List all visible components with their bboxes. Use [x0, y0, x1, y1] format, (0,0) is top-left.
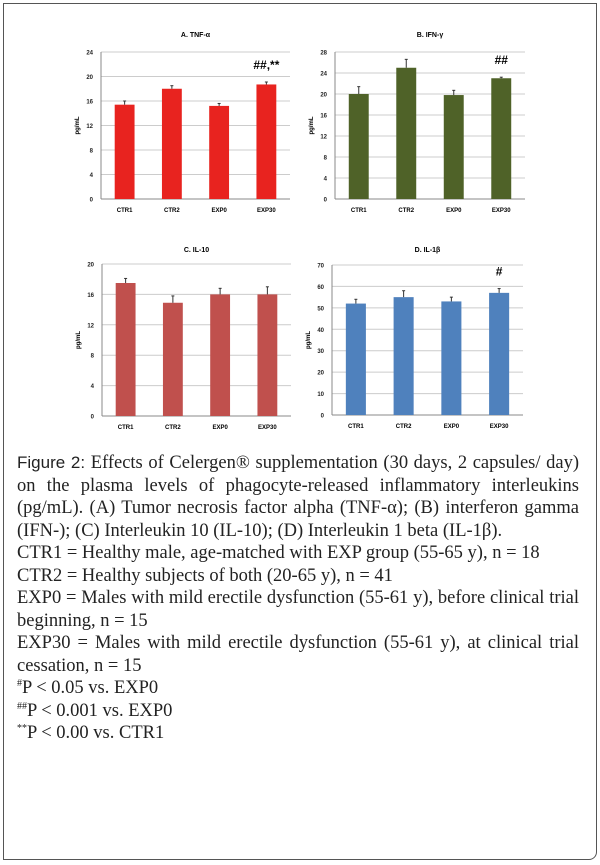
significance-label: ##,** [253, 58, 279, 72]
y-axis-label: pg/mL [75, 116, 81, 134]
x-tick-label: EXP30 [490, 424, 509, 430]
bar [489, 292, 510, 415]
x-tick-label: CTR1 [117, 208, 133, 214]
chart-d: D. IL-1β 0 10 20 30 40 50 60 70 pg/mL CTR1 CTR2 EXP0… [306, 247, 523, 430]
caption-label: Figure 2: [17, 453, 86, 472]
y-tick-label: 60 [317, 285, 324, 291]
bar [256, 84, 277, 199]
y-tick-label: 28 [320, 51, 327, 57]
caption-exp0: EXP0 = Males with mild erectile dysfunct… [17, 588, 579, 631]
x-tick-label: CTR1 [348, 424, 364, 430]
x-tick-label: CTR2 [396, 424, 412, 430]
bar [209, 105, 230, 199]
figure-caption: Figure 2: Effects of Celergen® supplemen… [17, 452, 579, 745]
y-tick-label: 16 [87, 293, 94, 299]
bar [396, 67, 417, 199]
bar [257, 294, 278, 416]
chart-a: A. TNF-α 0 4 8 12 16 20 24 pg/mL CTR1 CTR2 EXP0 EXP3… [75, 32, 290, 214]
x-tick-label: EXP30 [492, 208, 511, 214]
caption-ctr2: CTR2 = Healthy subjects of both (20-65 y… [17, 565, 393, 586]
chart-title: D. IL-1β [415, 247, 441, 254]
note-mark: # [17, 677, 22, 689]
y-axis-label: pg/mL [76, 331, 82, 349]
x-tick-label: CTR2 [398, 208, 414, 214]
y-tick-label: 50 [317, 306, 324, 312]
caption-note-3: **P < 0.00 vs. CTR1 [17, 722, 579, 745]
chart-b: B. IFN-γ 0 4 8 12 16 20 24 28 pg/mL CTR1 CTR2 EXP0 EX… [309, 32, 525, 214]
x-tick-label: CTR1 [351, 208, 367, 214]
bar [393, 297, 414, 415]
caption-note-1: #P < 0.05 vs. EXP0 [17, 677, 579, 700]
bar [161, 88, 182, 199]
y-tick-label: 10 [317, 392, 324, 398]
x-tick-label: EXP0 [446, 208, 462, 214]
caption-exp30: EXP30 = Males with mild erectile dysfunc… [17, 633, 579, 676]
y-tick-label: 0 [324, 198, 328, 204]
bar [210, 294, 231, 416]
note-mark: ## [17, 700, 27, 712]
y-tick-label: 24 [320, 72, 327, 78]
x-tick-label: CTR1 [118, 425, 134, 431]
y-tick-label: 40 [317, 328, 324, 334]
y-tick-label: 8 [90, 149, 94, 155]
chart-title: C. IL-10 [184, 247, 209, 254]
y-tick-label: 4 [90, 173, 94, 179]
y-tick-label: 0 [91, 415, 95, 421]
y-tick-label: 4 [91, 384, 95, 390]
y-tick-label: 0 [321, 414, 325, 420]
y-tick-label: 4 [324, 177, 328, 183]
y-tick-label: 24 [86, 51, 93, 57]
y-tick-label: 70 [317, 264, 324, 270]
chart-title: A. TNF-α [181, 32, 211, 39]
bar [441, 301, 462, 415]
y-tick-label: 12 [320, 135, 327, 141]
caption-ctr1: CTR1 = Healthy male, age-matched with EX… [17, 543, 540, 563]
note-mark: ** [17, 722, 27, 734]
x-tick-label: CTR2 [165, 425, 181, 431]
note-text: P < 0.001 vs. EXP0 [27, 700, 173, 721]
y-tick-label: 30 [317, 349, 324, 355]
y-tick-label: 20 [317, 371, 324, 377]
chart-c: C. IL-10 0 4 8 12 16 20 pg/mL CTR1 CTR2 EXP0 EXP30 [76, 247, 291, 431]
figure-frame [3, 3, 597, 860]
x-tick-label: EXP0 [212, 425, 228, 431]
x-tick-label: CTR2 [164, 208, 180, 214]
bar [491, 78, 512, 199]
y-axis-label: pg/mL [309, 116, 315, 134]
significance-label: # [496, 265, 503, 279]
x-tick-label: EXP0 [444, 424, 460, 430]
x-tick-label: EXP30 [257, 208, 276, 214]
bar [115, 283, 136, 416]
y-tick-label: 20 [86, 75, 93, 81]
bar [348, 94, 369, 199]
y-tick-label: 16 [86, 100, 93, 106]
x-tick-label: EXP30 [258, 425, 277, 431]
bar [114, 104, 135, 199]
y-axis-label: pg/mL [306, 331, 312, 349]
y-tick-label: 8 [91, 354, 95, 360]
y-tick-label: 0 [90, 198, 94, 204]
caption-note-2: ##P < 0.001 vs. EXP0 [17, 700, 579, 723]
note-text: P < 0.00 vs. CTR1 [27, 723, 165, 743]
significance-label: ## [495, 53, 509, 67]
y-tick-label: 8 [324, 156, 328, 162]
x-tick-label: EXP0 [211, 208, 227, 214]
bar [443, 95, 464, 199]
chart-title: B. IFN-γ [417, 32, 444, 39]
y-tick-label: 16 [320, 114, 327, 120]
figure-charts: A. TNF-α 0 4 8 12 16 20 24 pg/mL CTR1 CTR2 EXP0 EXP3… [75, 32, 525, 431]
caption-main: Figure 2: Effects of Celergen® supplemen… [17, 452, 579, 542]
note-text: P < 0.05 vs. EXP0 [22, 678, 159, 698]
y-tick-label: 20 [320, 93, 327, 99]
y-tick-label: 12 [87, 323, 94, 329]
bar [162, 302, 183, 416]
y-tick-label: 20 [87, 263, 94, 269]
y-tick-label: 12 [86, 124, 93, 130]
bar [345, 303, 366, 415]
caption-text: Effects of Celergen® supplementation (30… [17, 453, 579, 541]
